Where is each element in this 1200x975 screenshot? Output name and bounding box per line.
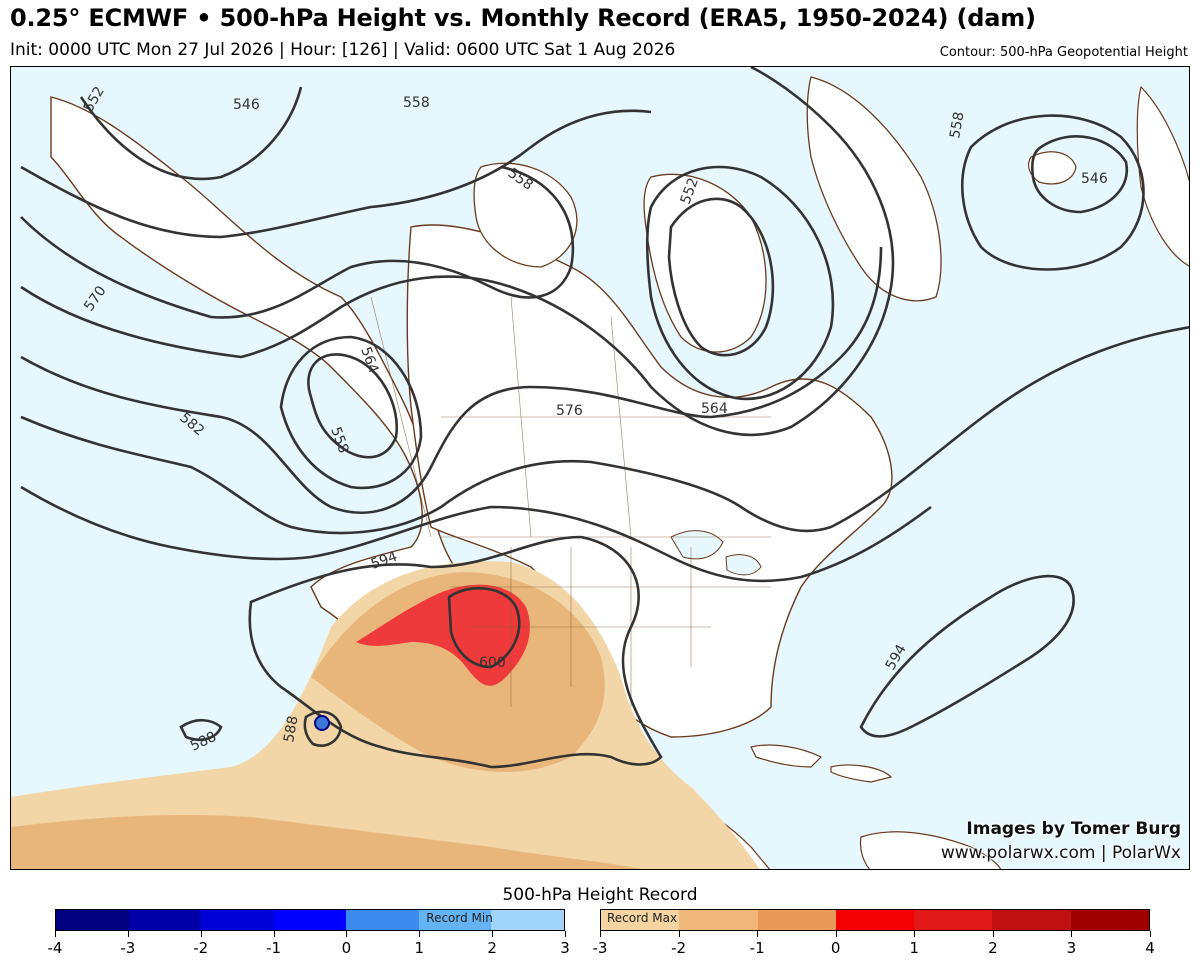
colorbar-tick-label: 2: [487, 939, 497, 957]
record-min-label: Record Min: [426, 911, 493, 925]
colorbar-tick-label: 1: [909, 939, 920, 957]
contour-label: 600: [479, 655, 506, 671]
contour-label: 576: [556, 403, 583, 419]
colorbar-segment: [835, 910, 915, 930]
land-canada-east: [406, 224, 893, 738]
colorbar-tick: [273, 931, 275, 937]
anomaly-shading-record: [356, 584, 530, 686]
colorbar-tick: [835, 931, 837, 937]
colorbar-tick-label: -2: [671, 939, 687, 957]
colorbar-tick: [757, 931, 759, 937]
great-lakes: [670, 530, 762, 576]
colorbar-tick-label: -1: [266, 939, 282, 957]
colorbar-tick-label: -3: [592, 939, 608, 957]
colorbar-tick: [200, 931, 202, 937]
height-contours: [20, 67, 1189, 769]
colorbar-tick-label: -1: [749, 939, 765, 957]
colorbar-tick-label: 1: [414, 939, 425, 957]
colorbar-segment: [914, 910, 993, 930]
contour-label: 558: [403, 95, 430, 111]
colorbar-segment: [992, 910, 1071, 930]
contour-label: 588: [281, 715, 301, 744]
colorbar-tick-label: 3: [560, 939, 570, 957]
colorbar-tick-label: 2: [988, 939, 998, 957]
record-max-label: Record Max: [607, 911, 678, 925]
colorbar-tick-label: -2: [193, 939, 209, 957]
land-south-america: [859, 831, 1002, 869]
record-min-marker: [314, 715, 330, 731]
colorbar-tick: [678, 931, 680, 937]
colorbar-segment: [418, 910, 492, 930]
colorbar-segment: [201, 910, 274, 930]
colorbar-segment: [679, 910, 758, 930]
colorbar-tick: [492, 931, 494, 937]
colorbar-tick: [600, 931, 601, 937]
colorbar-segment: [1070, 910, 1149, 930]
contour-label: 558: [947, 111, 967, 140]
colorbar-record-max: Record Max: [600, 909, 1150, 931]
contour-label: 564: [701, 401, 728, 417]
credit-website: www.polarwx.com | PolarWx: [940, 843, 1181, 863]
land-hudson-islands: [473, 162, 767, 353]
land-iceland-europe: [1028, 85, 1189, 267]
colorbar-tick: [346, 931, 348, 937]
colorbar-tick: [914, 931, 916, 937]
colorbar-segment: [56, 910, 129, 930]
colorbar-tick-label: -4: [47, 939, 63, 957]
colorbar-tick-label: 0: [830, 939, 841, 957]
map-title: 0.25° ECMWF • 500-hPa Height vs. Monthly…: [10, 4, 1036, 32]
colorbar-segment: [491, 910, 565, 930]
weather-map: 552 546 558 558 552 558 546 570 564 558 …: [10, 66, 1190, 870]
colorbar-tick: [565, 931, 566, 937]
colorbar-tick: [992, 931, 994, 937]
legend-title: 500-hPa Height Record: [502, 885, 698, 905]
colorbar-segment: [273, 910, 347, 930]
colorbar-max-ticks: -3 -2 -1 0 1 2 3 4: [593, 931, 1155, 971]
colorbar-tick: [419, 931, 421, 937]
colorbar-tick-label: -3: [120, 939, 136, 957]
contour-label: 546: [233, 97, 260, 113]
colorbar-segment: [346, 910, 419, 930]
colorbar-segment: [601, 910, 680, 930]
colorbar-record-min: Record Min: [55, 909, 565, 931]
colorbar-segment: [757, 910, 836, 930]
colorbar-tick: [127, 931, 129, 937]
colorbar-tick: [1150, 931, 1151, 937]
contour-label: 546: [1081, 171, 1108, 187]
colorbar-tick: [1071, 931, 1073, 937]
contour-note: Contour: 500-hPa Geopotential Height: [939, 45, 1188, 60]
map-canvas: 552 546 558 558 552 558 546 570 564 558 …: [11, 67, 1189, 869]
map-subtitle: Init: 0000 UTC Mon 27 Jul 2026 | Hour: […: [10, 40, 676, 60]
colorbar-segment: [128, 910, 202, 930]
colorbar-tick-label: 3: [1066, 939, 1077, 957]
colorbar-tick-label: 0: [341, 939, 352, 957]
colorbar-min-ticks: -4 -3 -2 -1 0 1 2 3: [48, 931, 570, 971]
credit-author: Images by Tomer Burg: [966, 819, 1181, 839]
colorbar-tick-label: 4: [1145, 939, 1155, 957]
colorbar-tick: [55, 931, 56, 937]
land-north-america: [50, 96, 750, 869]
